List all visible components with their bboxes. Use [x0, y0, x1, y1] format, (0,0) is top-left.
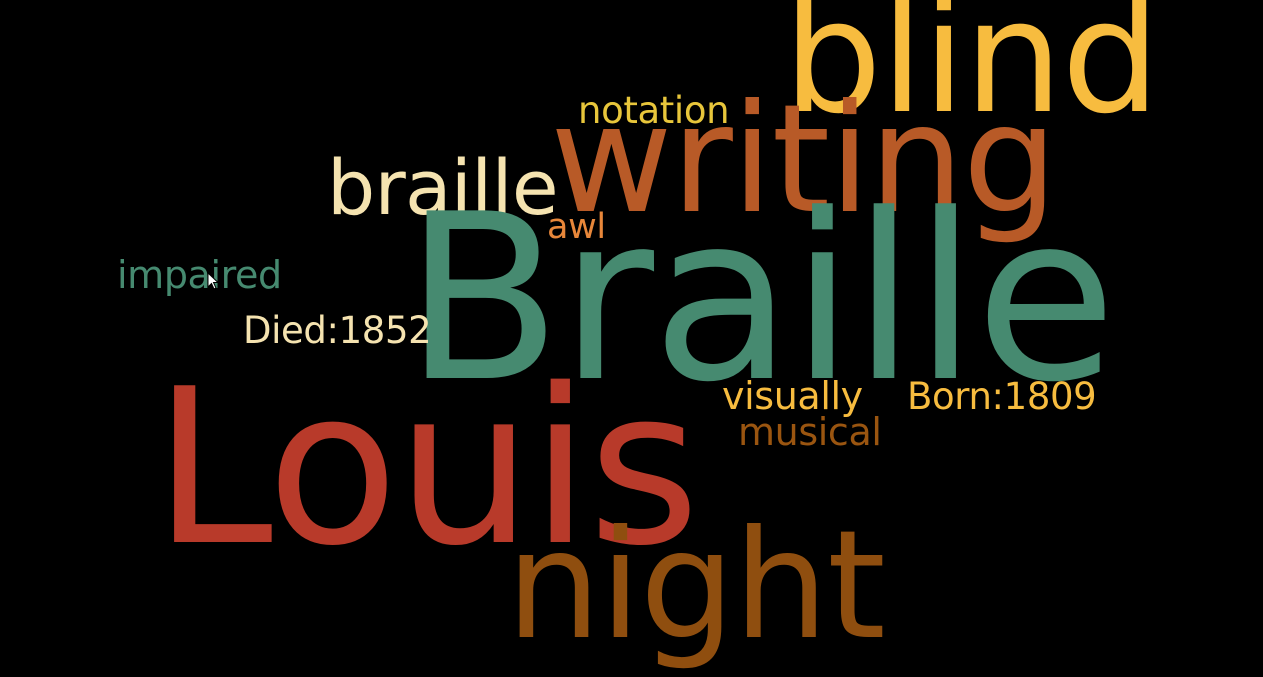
word-blind: blind [783, 0, 1160, 148]
word-writing: writing [550, 73, 1058, 247]
word-musical: musical [738, 410, 882, 454]
word-night: night [506, 499, 886, 673]
word-born: Born:1809 [907, 375, 1097, 418]
word-visually: visually [722, 374, 863, 418]
word-awl: awl [547, 207, 606, 247]
word-died: Died:1852 [243, 309, 432, 352]
word-braille-lower: braille [327, 143, 559, 232]
word-notation: notation [578, 89, 730, 132]
word-impaired: impaired [117, 253, 282, 297]
mouse-pointer-icon [207, 272, 219, 290]
word-braille-upper: Braille [404, 166, 1117, 433]
word-louis: Louis [153, 342, 700, 593]
